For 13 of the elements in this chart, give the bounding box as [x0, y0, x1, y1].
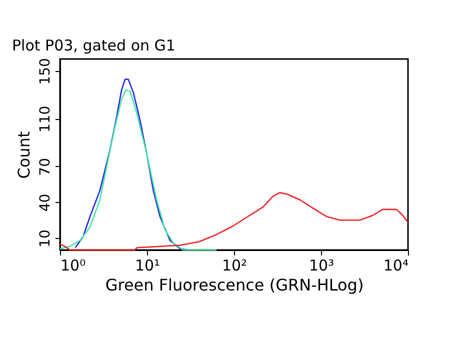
- x-tick-label: 10²: [222, 256, 248, 274]
- x-tick-label: 10⁰: [60, 256, 86, 274]
- x-tick-label: 10⁴: [383, 256, 408, 274]
- y-axis-title: Count: [14, 131, 34, 179]
- x-tick-label: 10¹: [134, 256, 160, 274]
- y-tick-label: 40: [38, 194, 54, 212]
- x-axis-title: Green Fluorescence (GRN-HLog): [105, 276, 364, 294]
- y-tick-label: 110: [38, 106, 54, 133]
- y-tick-label: 70: [38, 158, 54, 176]
- y-tick-label: 150: [38, 58, 54, 85]
- chart-title: Plot P03, gated on G1: [12, 36, 176, 55]
- y-tick-label: 10: [38, 230, 54, 248]
- x-tick-label: 10³: [308, 256, 334, 274]
